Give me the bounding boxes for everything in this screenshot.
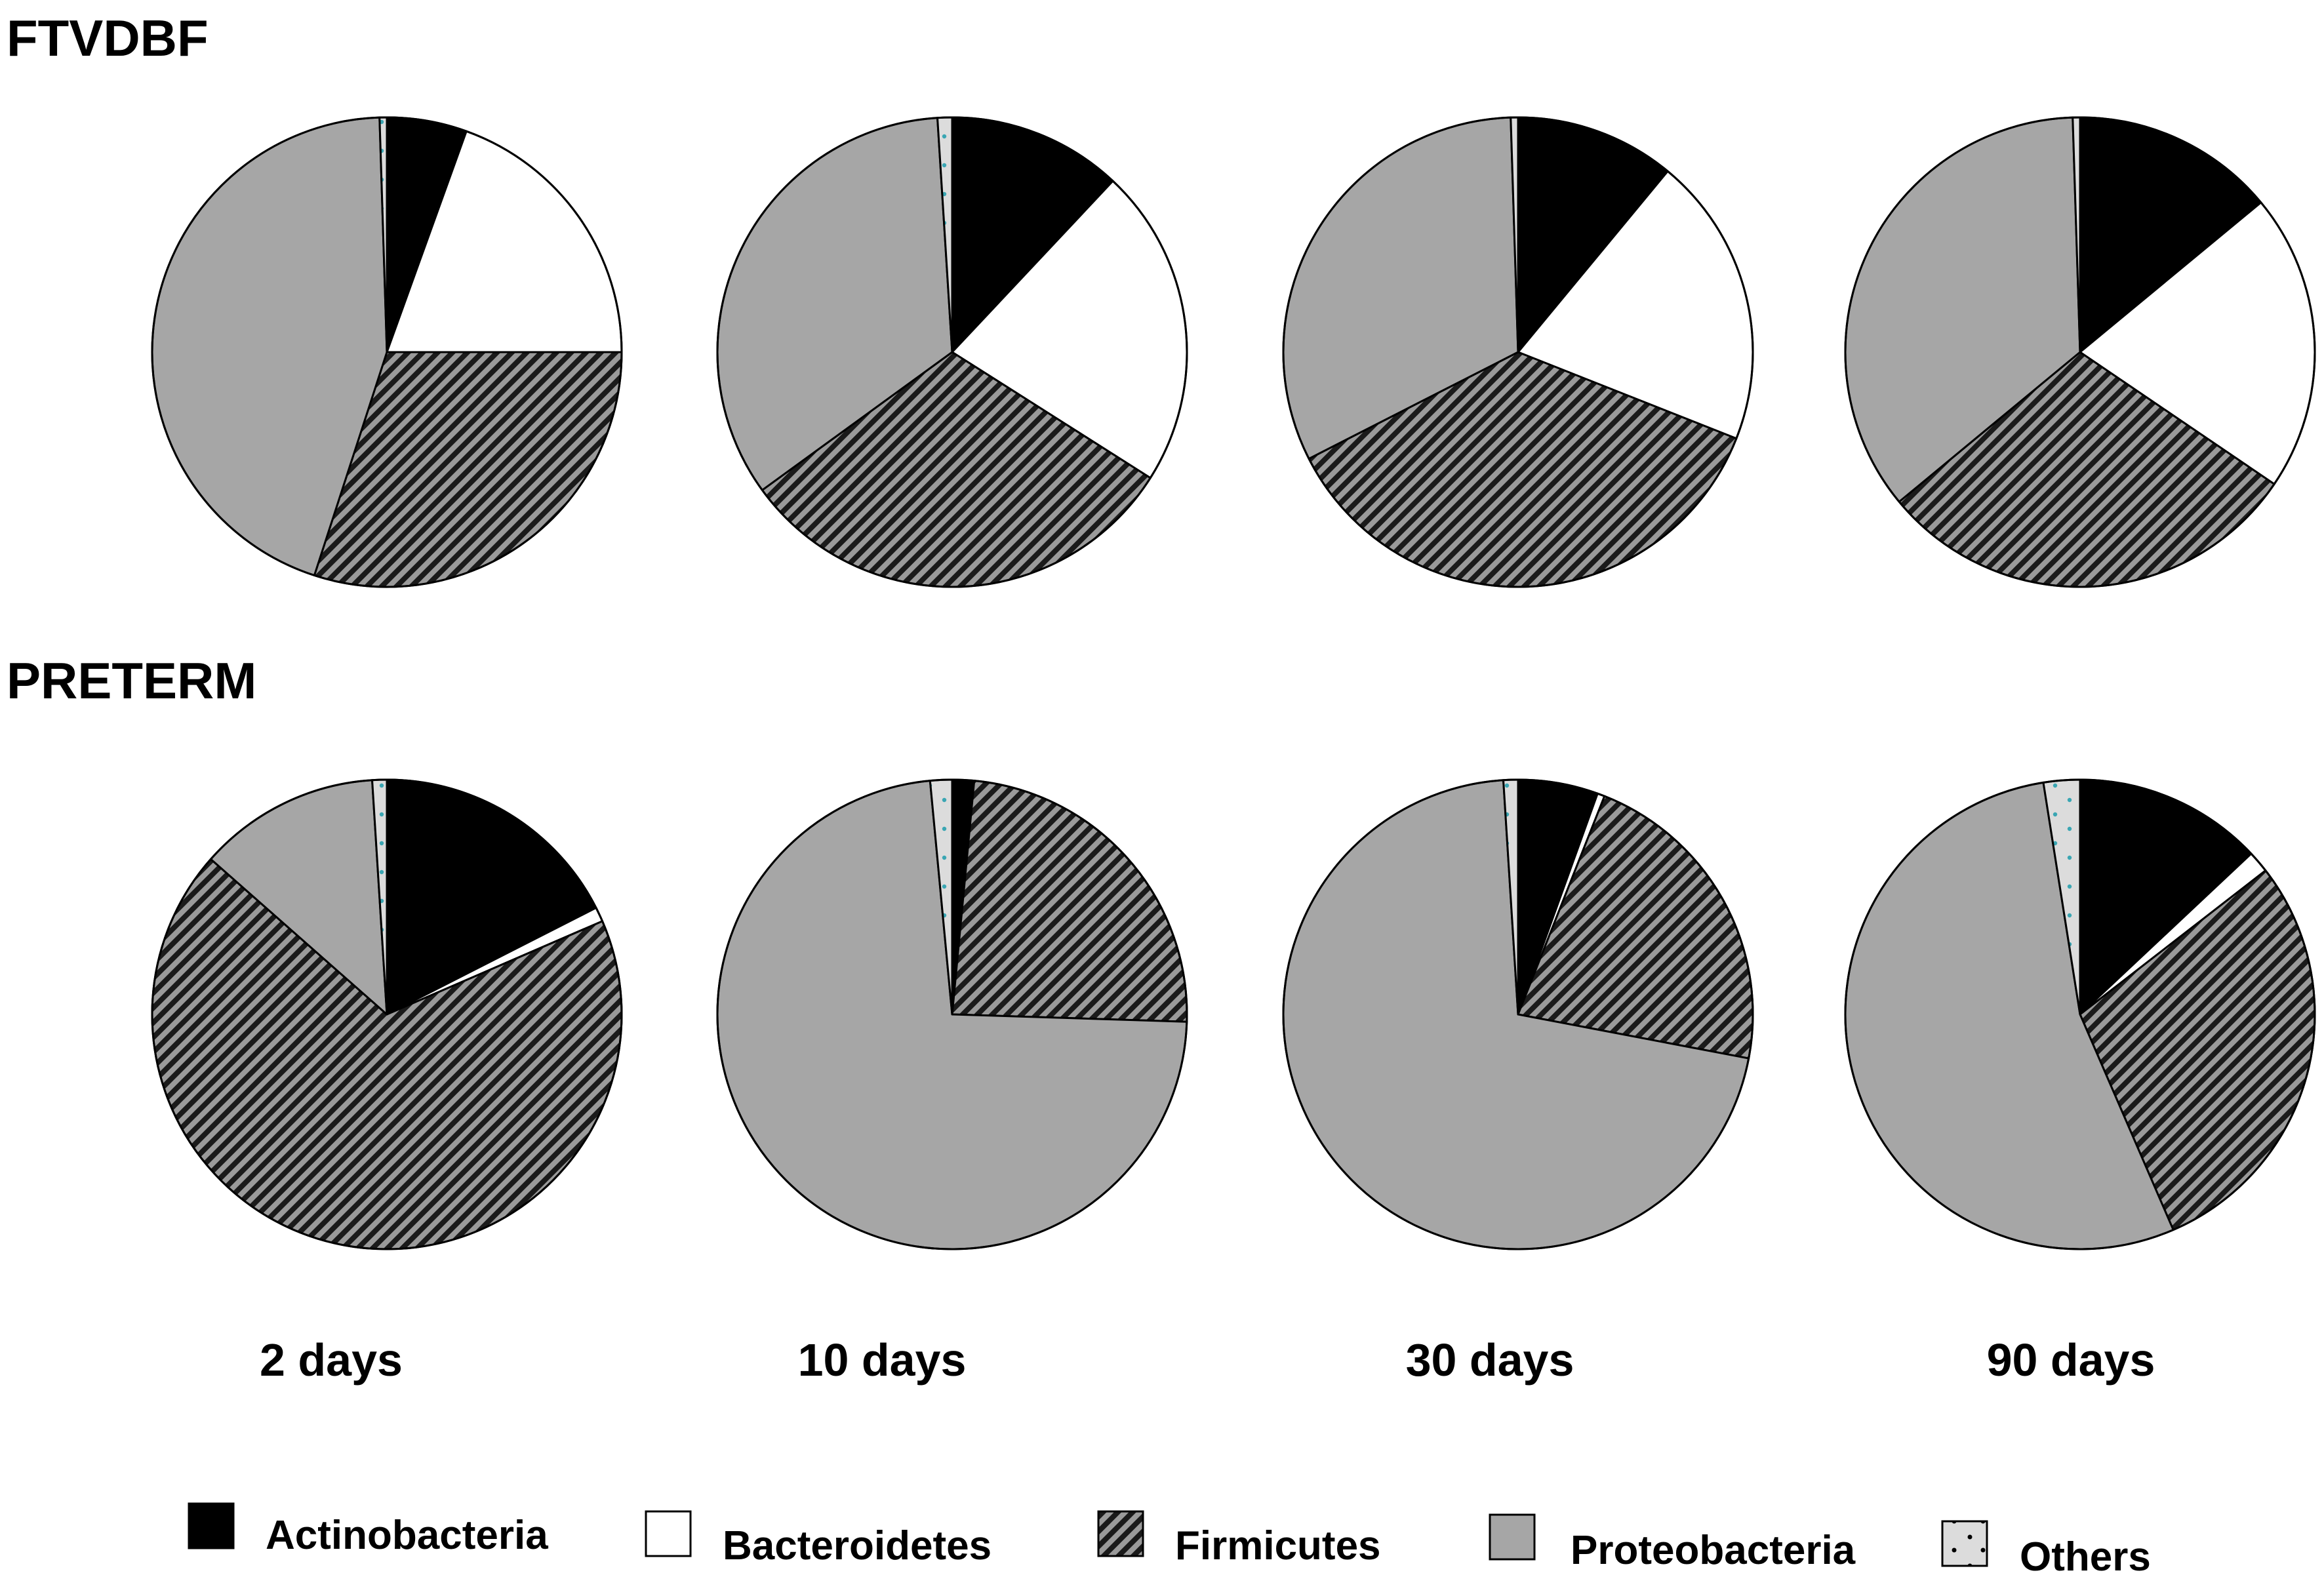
pie-outline bbox=[1282, 778, 1754, 1250]
legend-swatch-actinobacteria bbox=[188, 1502, 235, 1549]
pie-outline bbox=[1844, 778, 2316, 1250]
legend-swatch-proteobacteria bbox=[1489, 1513, 1536, 1561]
pie-outline bbox=[716, 116, 1188, 588]
group-title-ftvdbf: FTVDBF bbox=[7, 9, 209, 67]
pie-grid bbox=[151, 116, 2316, 1250]
legend-label-firmicutes: Firmicutes bbox=[1175, 1523, 1381, 1568]
pie-ftvdbf-2-days bbox=[151, 116, 623, 588]
timepoint-label-30-days: 30 days bbox=[1406, 1334, 1574, 1386]
pie-outline bbox=[1282, 116, 1754, 588]
legend-label-proteobacteria: Proteobacteria bbox=[1571, 1528, 1856, 1573]
pie-outline bbox=[1844, 116, 2316, 588]
pie-preterm-2-days bbox=[151, 778, 623, 1250]
group-title-preterm: PRETERM bbox=[7, 652, 256, 709]
timepoint-label-10-days: 10 days bbox=[798, 1334, 967, 1386]
pie-ftvdbf-90-days bbox=[1844, 116, 2316, 588]
legend-swatch-bacteroidetes bbox=[645, 1510, 692, 1557]
pie-preterm-90-days bbox=[1844, 778, 2316, 1250]
timepoint-label-2-days: 2 days bbox=[260, 1334, 403, 1386]
timepoint-label-90-days: 90 days bbox=[1987, 1334, 2155, 1386]
legend: Actinobacteria Bacteroidetes Firmicutes … bbox=[188, 1502, 2151, 1577]
pie-outline bbox=[151, 778, 623, 1250]
pie-ftvdbf-10-days bbox=[716, 116, 1188, 588]
pie-outline bbox=[716, 778, 1188, 1250]
pie-outline bbox=[151, 116, 623, 588]
legend-swatch-others bbox=[1941, 1520, 1988, 1567]
legend-label-bacteroidetes: Bacteroidetes bbox=[723, 1523, 992, 1568]
legend-label-others: Others bbox=[2020, 1534, 2151, 1577]
pie-preterm-10-days bbox=[716, 778, 1188, 1250]
pie-preterm-30-days bbox=[1282, 778, 1754, 1250]
legend-swatch-firmicutes bbox=[1097, 1510, 1144, 1557]
slice-firmicutes bbox=[951, 780, 1188, 1023]
pie-ftvdbf-30-days bbox=[1282, 116, 1754, 588]
legend-label-actinobacteria: Actinobacteria bbox=[266, 1513, 548, 1558]
